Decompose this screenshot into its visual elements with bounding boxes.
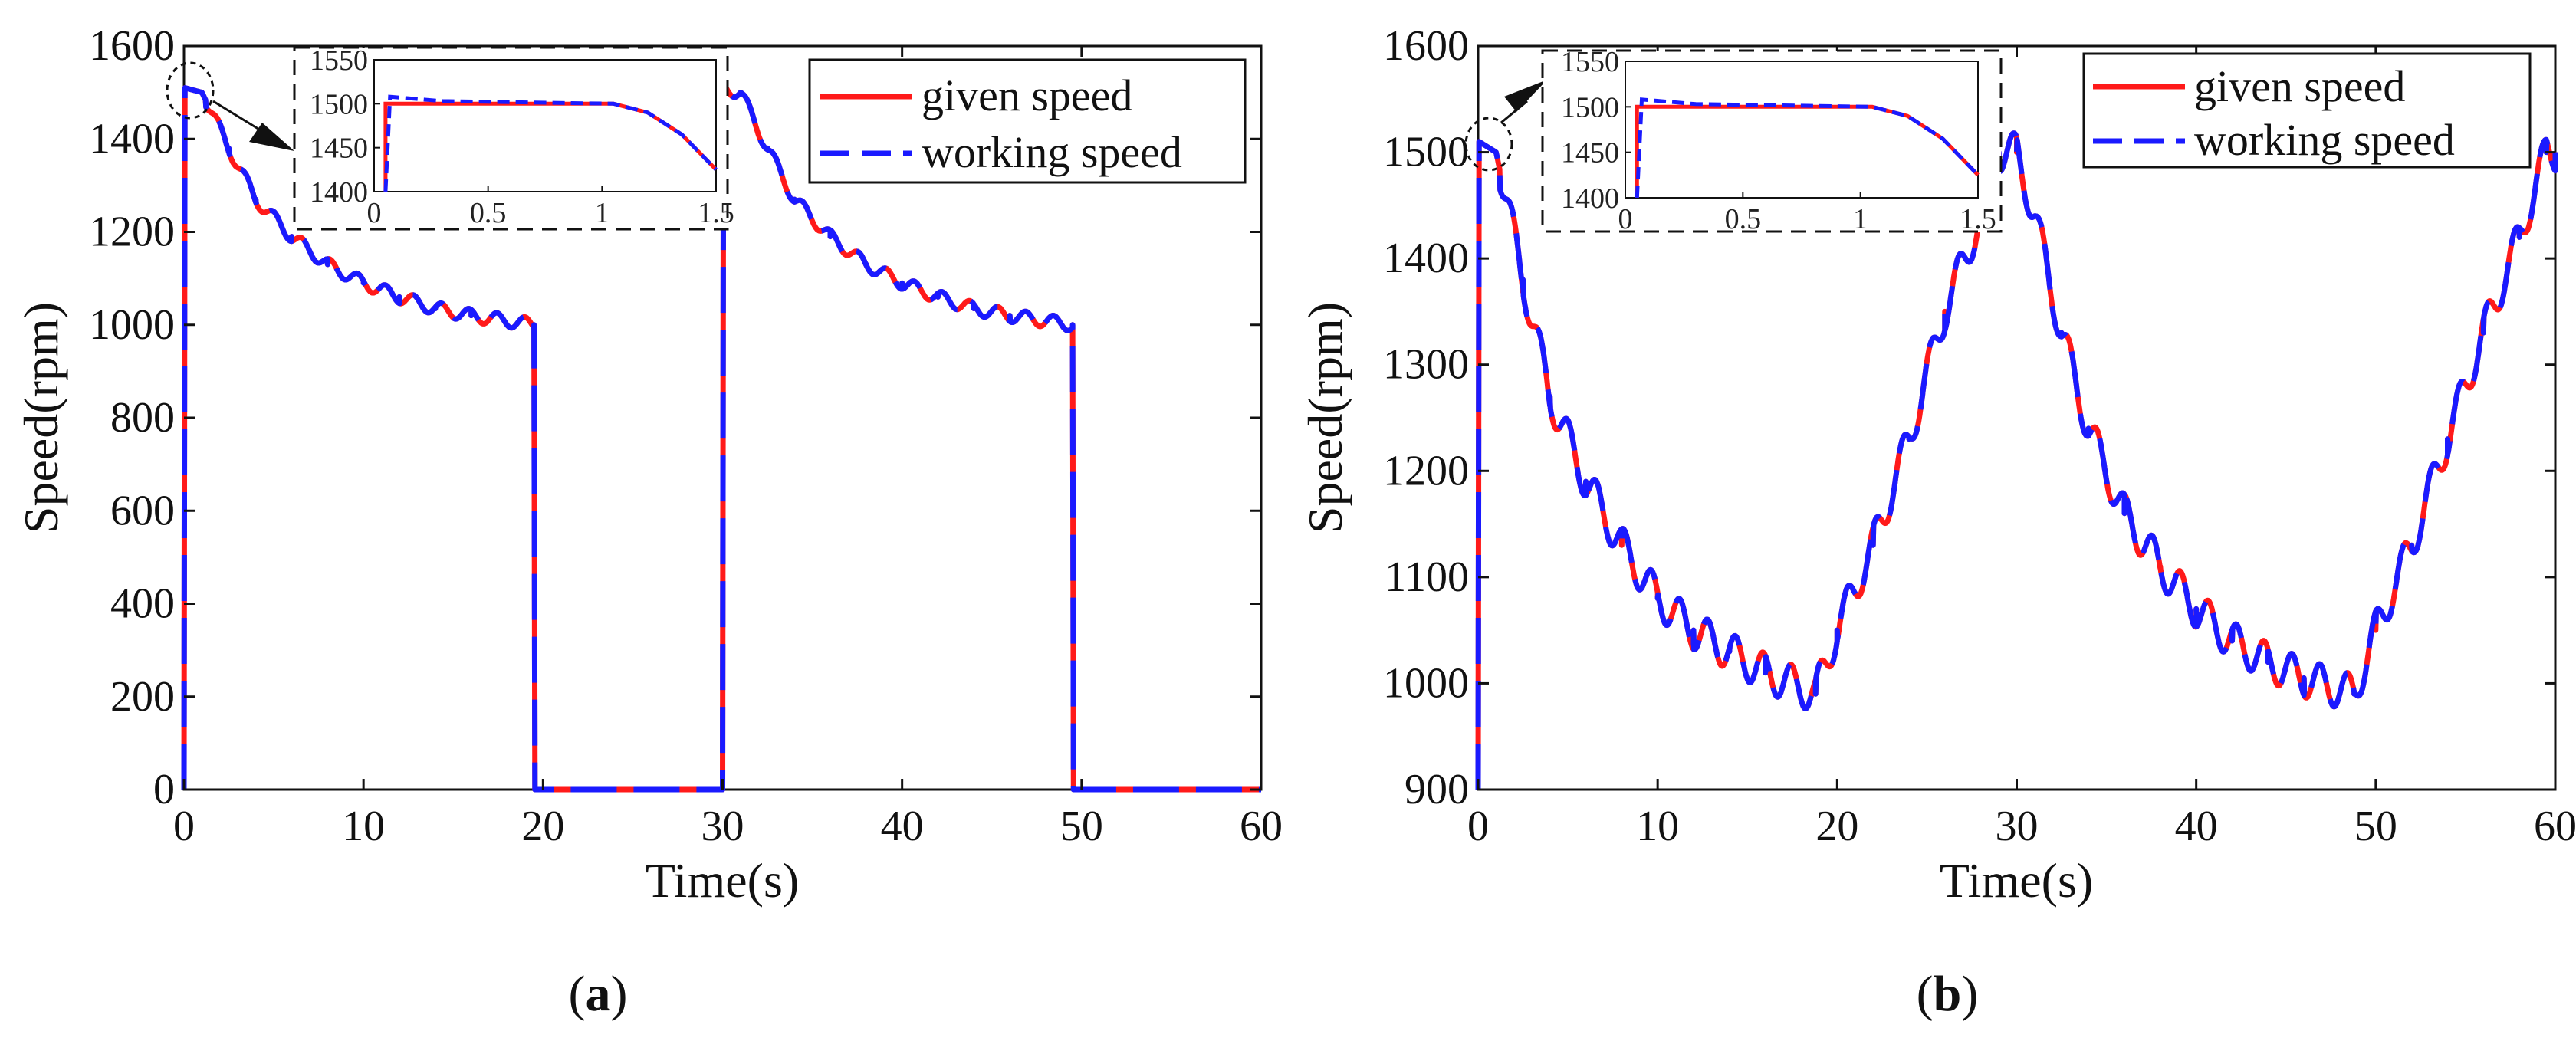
ytick-label: 600 xyxy=(110,487,175,534)
panel-b-series xyxy=(1475,130,2558,790)
ytick-label: 1400 xyxy=(89,115,175,163)
inset-ytick-label: 1550 xyxy=(1561,46,1619,78)
ytick-label: 200 xyxy=(110,673,175,721)
panel-a-xticks: 0 10 20 30 40 50 60 xyxy=(173,46,1283,850)
xtick-label: 50 xyxy=(1060,803,1103,850)
series-working-speed-line xyxy=(1475,130,2558,790)
panel-b-inset-plot-frame xyxy=(1625,61,1979,199)
inset-working-speed-line xyxy=(383,94,718,192)
inset-xtick-label: 1 xyxy=(1853,203,1868,235)
panel-a-legend: given speed working speed xyxy=(808,58,1247,184)
ytick-label: 1100 xyxy=(1385,553,1469,601)
panel-a-legend-given-label: given speed xyxy=(922,71,1132,120)
xtick-label: 20 xyxy=(1815,803,1858,850)
xtick-label: 0 xyxy=(1467,803,1489,850)
inset-ytick-label: 1450 xyxy=(310,133,368,165)
xtick-label: 40 xyxy=(2175,803,2218,850)
panel-a-yticks: 0 200 400 600 800 1000 1200 1400 1600 xyxy=(89,22,1261,813)
panel-b-legend: given speed working speed xyxy=(2082,52,2532,169)
xtick-label: 20 xyxy=(521,803,564,850)
panel-b-y-axis-label: Speed(rpm) xyxy=(1298,302,1352,534)
inset-xtick-label: 1.5 xyxy=(698,197,734,229)
ytick-label: 900 xyxy=(1405,766,1469,813)
ytick-label: 1500 xyxy=(1383,129,1469,176)
panel-b-zoom-circle xyxy=(1464,117,1513,172)
panel-a-zoom-circle xyxy=(166,61,215,120)
xtick-label: 40 xyxy=(881,803,924,850)
ytick-label: 400 xyxy=(110,580,175,628)
panel-b-caption: (b) xyxy=(1917,966,1979,1022)
inset-xtick-label: 1.5 xyxy=(1960,203,1996,235)
ytick-label: 1600 xyxy=(89,22,175,70)
inset-xtick-label: 1 xyxy=(595,197,610,229)
panel-b-inset-xticks: 0 0.5 1 1.5 xyxy=(1618,192,1996,235)
panel-a-y-axis-label: Speed(rpm) xyxy=(14,302,68,534)
panel-a-inset-yticks: 1400 1450 1500 1550 xyxy=(310,44,380,209)
panel-a-caption: (a) xyxy=(569,966,628,1022)
panel-a-zoom-arrow-line xyxy=(212,100,261,132)
panel-b-caption-letter: b xyxy=(1934,966,1962,1022)
xtick-label: 30 xyxy=(702,803,744,850)
inset-ytick-label: 1400 xyxy=(1561,182,1619,215)
ytick-label: 1200 xyxy=(1383,447,1469,494)
panel-a-caption-letter: a xyxy=(586,966,611,1022)
ytick-label: 1000 xyxy=(1383,659,1469,707)
series-working-speed-line xyxy=(181,80,1263,793)
inset-ytick-label: 1450 xyxy=(1561,137,1619,169)
panel-a-legend-box xyxy=(808,58,1247,184)
xtick-label: 10 xyxy=(342,803,385,850)
panel-b-legend-working-label: working speed xyxy=(2194,115,2455,165)
xtick-label: 60 xyxy=(1240,803,1283,850)
ytick-label: 1400 xyxy=(1383,235,1469,282)
ytick-label: 1000 xyxy=(89,301,175,349)
panel-b-yticks: 900 1000 1100 1200 1300 1400 1500 1600 xyxy=(1383,22,2555,813)
xtick-label: 30 xyxy=(1996,803,2039,850)
ytick-label: 1600 xyxy=(1383,22,1469,70)
xtick-label: 60 xyxy=(2534,803,2576,850)
panel-b-legend-given-label: given speed xyxy=(2194,61,2405,111)
panel-a-inset-series xyxy=(383,94,718,192)
series-given-speed-line xyxy=(1475,130,2558,790)
ytick-label: 1200 xyxy=(89,209,175,256)
inset-xtick-label: 0 xyxy=(1618,203,1633,235)
panel-b-inset-yticks: 1400 1450 1500 1550 xyxy=(1561,46,1631,215)
inset-ytick-label: 1400 xyxy=(310,176,368,209)
panel-b-inset: 1400 1450 1500 1550 0 0.5 1 1.5 xyxy=(1541,46,2003,235)
inset-xtick-label: 0.5 xyxy=(470,197,507,229)
panel-b-inset-outer-box xyxy=(1541,49,2003,233)
panel-b-x-axis-label: Time(s) xyxy=(1940,853,2093,908)
panel-b-inset-series xyxy=(1635,97,1980,199)
panel-a-inset-plot-frame xyxy=(373,59,717,192)
inset-xtick-label: 0 xyxy=(367,197,382,229)
inset-working-speed-line xyxy=(1635,97,1980,199)
panel-b-xticks: 0 10 20 30 40 50 60 xyxy=(1467,46,2576,850)
panel-a-legend-working-label: working speed xyxy=(922,127,1182,177)
panel-a-inset-xticks: 0 0.5 1 1.5 xyxy=(367,186,734,229)
inset-ytick-label: 1500 xyxy=(310,88,368,120)
xtick-label: 0 xyxy=(173,803,195,850)
inset-ytick-label: 1500 xyxy=(1561,91,1619,123)
inset-ytick-label: 1550 xyxy=(310,44,368,77)
xtick-label: 50 xyxy=(2354,803,2397,850)
panel-a-zoom-arrow-head xyxy=(249,123,294,151)
panel-a-series xyxy=(181,80,1263,793)
xtick-label: 10 xyxy=(1636,803,1679,850)
panel-a-inset: 1400 1450 1500 1550 0 0.5 1 1.5 xyxy=(293,44,734,231)
ytick-label: 1300 xyxy=(1383,341,1469,389)
panel-b-legend-box xyxy=(2082,52,2532,169)
inset-xtick-label: 0.5 xyxy=(1725,203,1762,235)
ytick-label: 0 xyxy=(153,766,175,813)
ytick-label: 800 xyxy=(110,394,175,442)
panel-a-inset-outer-box xyxy=(293,46,729,231)
panel-b-zoom-arrow-head xyxy=(1504,80,1547,112)
panel-a-x-axis-label: Time(s) xyxy=(646,853,799,908)
